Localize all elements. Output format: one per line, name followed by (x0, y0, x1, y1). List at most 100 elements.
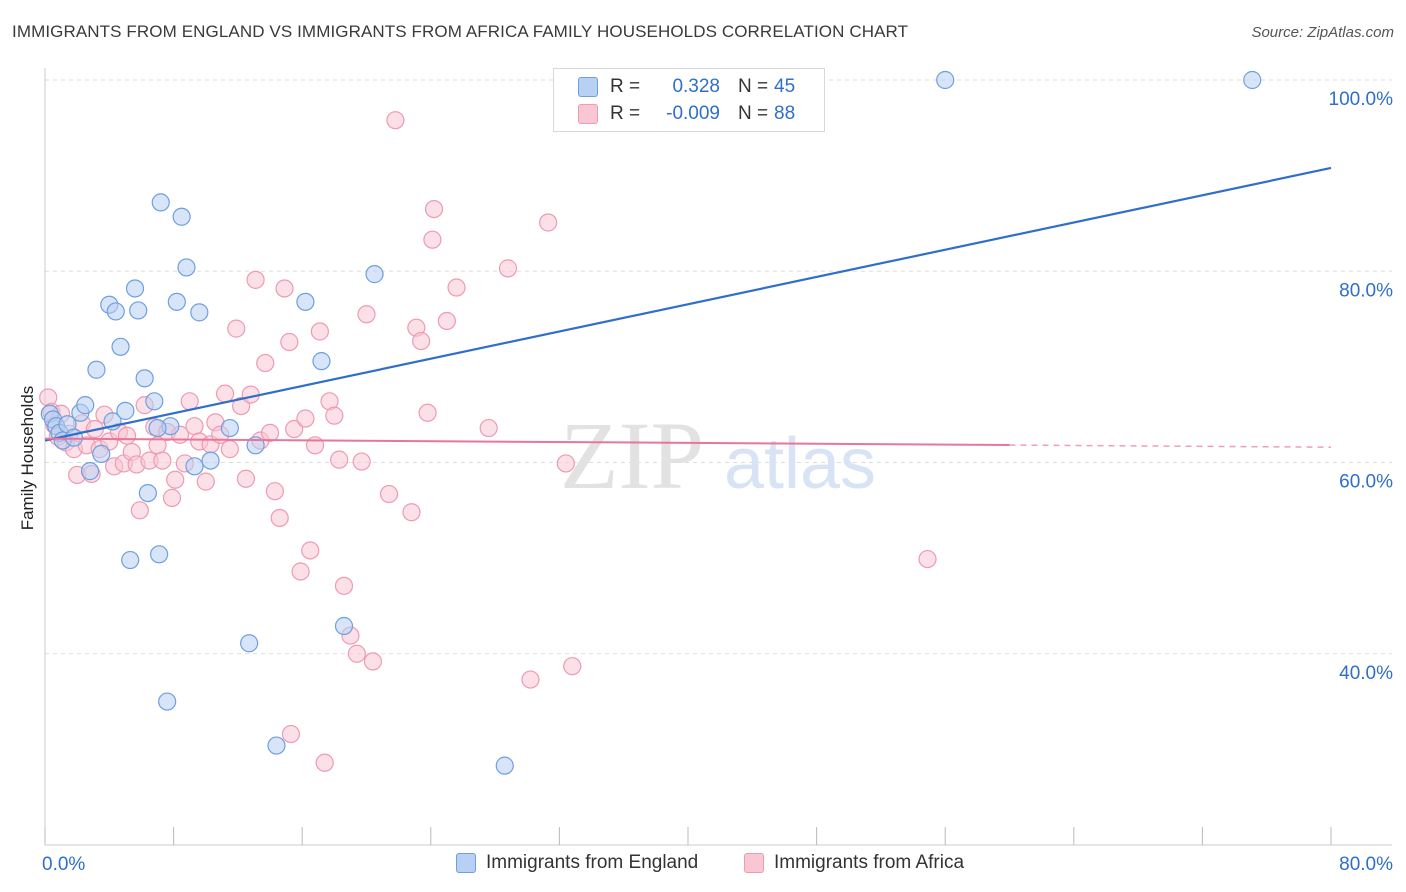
africa-point[interactable] (379, 484, 399, 504)
africa-point[interactable] (315, 753, 334, 772)
england-point[interactable] (92, 444, 111, 463)
africa-point[interactable] (386, 111, 405, 130)
england-trend-line (44, 166, 1332, 442)
africa-point[interactable] (563, 657, 582, 676)
africa-point[interactable] (498, 259, 518, 278)
africa-point[interactable] (246, 270, 265, 289)
england-point[interactable] (125, 279, 145, 298)
africa-point[interactable] (236, 469, 256, 488)
england-point[interactable] (121, 550, 140, 570)
n-value: 45 (774, 76, 796, 97)
africa-point[interactable] (196, 472, 215, 491)
england-point[interactable] (365, 265, 384, 284)
africa-point[interactable] (220, 440, 239, 459)
england-point[interactable] (138, 484, 157, 503)
legend-item-africa[interactable]: Immigrants from Africa (744, 852, 964, 874)
africa-point[interactable] (424, 199, 444, 219)
africa-point[interactable] (556, 454, 575, 473)
england-point[interactable] (148, 418, 167, 438)
england-point[interactable] (135, 369, 154, 388)
england-point[interactable] (76, 396, 95, 415)
england-point[interactable] (334, 616, 354, 636)
africa-point[interactable] (918, 549, 937, 569)
england-point[interactable] (129, 301, 148, 320)
africa-point[interactable] (275, 279, 294, 298)
africa-point[interactable] (437, 311, 456, 331)
africa-point[interactable] (305, 436, 325, 455)
x-tick-label: 80.0% (1339, 854, 1393, 875)
africa-point[interactable] (185, 417, 204, 436)
england-point[interactable] (220, 418, 239, 438)
africa-point[interactable] (352, 452, 371, 471)
africa-point[interactable] (330, 450, 349, 469)
africa-point[interactable] (539, 213, 558, 232)
africa-point[interactable] (291, 562, 310, 581)
africa-point[interactable] (447, 278, 466, 297)
england-point[interactable] (145, 392, 164, 411)
africa-trend-line (44, 437, 1010, 447)
africa-point[interactable] (402, 503, 421, 522)
africa-point[interactable] (265, 482, 284, 501)
africa-point[interactable] (227, 319, 246, 338)
africa-point[interactable] (285, 419, 304, 439)
africa-point[interactable] (256, 353, 275, 373)
england-point[interactable] (246, 436, 265, 455)
england-point[interactable] (80, 462, 100, 481)
africa-point[interactable] (412, 331, 431, 351)
legend-item-england[interactable]: Immigrants from England (456, 852, 698, 874)
england-point[interactable] (158, 692, 177, 711)
england-point[interactable] (167, 292, 186, 311)
england-point[interactable] (106, 302, 125, 321)
africa-point[interactable] (310, 322, 329, 341)
england-point[interactable] (312, 352, 331, 371)
africa-point[interactable] (281, 724, 301, 744)
england-point[interactable] (87, 360, 106, 379)
africa-point[interactable] (357, 305, 376, 324)
england-point[interactable] (240, 634, 259, 653)
england-point[interactable] (267, 736, 286, 755)
england-point[interactable] (151, 193, 170, 212)
england-point[interactable] (172, 207, 191, 226)
africa-point[interactable] (117, 426, 137, 445)
africa-point[interactable] (153, 451, 172, 470)
africa-point[interactable] (301, 541, 320, 560)
africa-point[interactable] (162, 488, 182, 507)
africa-point[interactable] (334, 576, 354, 595)
r-label: R = (610, 76, 641, 97)
source-label: Source: ZipAtlas.com (1251, 24, 1394, 41)
axes (44, 68, 1392, 846)
africa-point[interactable] (166, 470, 185, 489)
england-point[interactable] (495, 756, 514, 775)
africa-point[interactable] (521, 670, 540, 689)
africa-point[interactable] (260, 423, 280, 442)
africa-point[interactable] (180, 392, 199, 411)
england-point[interactable] (1243, 70, 1262, 90)
africa-point[interactable] (296, 409, 315, 428)
africa-point[interactable] (423, 230, 442, 249)
africa-trend-line-dashed (1009, 444, 1332, 448)
r-label: R = (610, 103, 641, 124)
x-tick-label: 0.0% (42, 854, 85, 875)
england-point[interactable] (64, 428, 84, 447)
series-england-points (40, 70, 1262, 775)
africa-point[interactable] (479, 418, 498, 438)
england-point[interactable] (177, 258, 196, 277)
correlation-legend: R = 0.328 N = 45 R = -0.009 N = 88 (553, 68, 825, 132)
england-point[interactable] (150, 545, 169, 564)
africa-point[interactable] (347, 644, 366, 663)
africa-point[interactable] (130, 501, 149, 520)
africa-point[interactable] (418, 403, 437, 422)
england-point[interactable] (936, 70, 955, 90)
watermark: ZIP atlas (560, 402, 876, 509)
africa-point[interactable] (215, 384, 235, 403)
england-point[interactable] (296, 292, 315, 311)
england-point[interactable] (185, 457, 204, 476)
england-point[interactable] (190, 303, 209, 322)
africa-point[interactable] (280, 332, 299, 352)
africa-point[interactable] (270, 508, 289, 528)
england-point[interactable] (111, 337, 130, 356)
england-point[interactable] (116, 401, 135, 420)
africa-point[interactable] (363, 652, 383, 671)
africa-point[interactable] (325, 406, 344, 425)
england-point[interactable] (201, 451, 220, 470)
